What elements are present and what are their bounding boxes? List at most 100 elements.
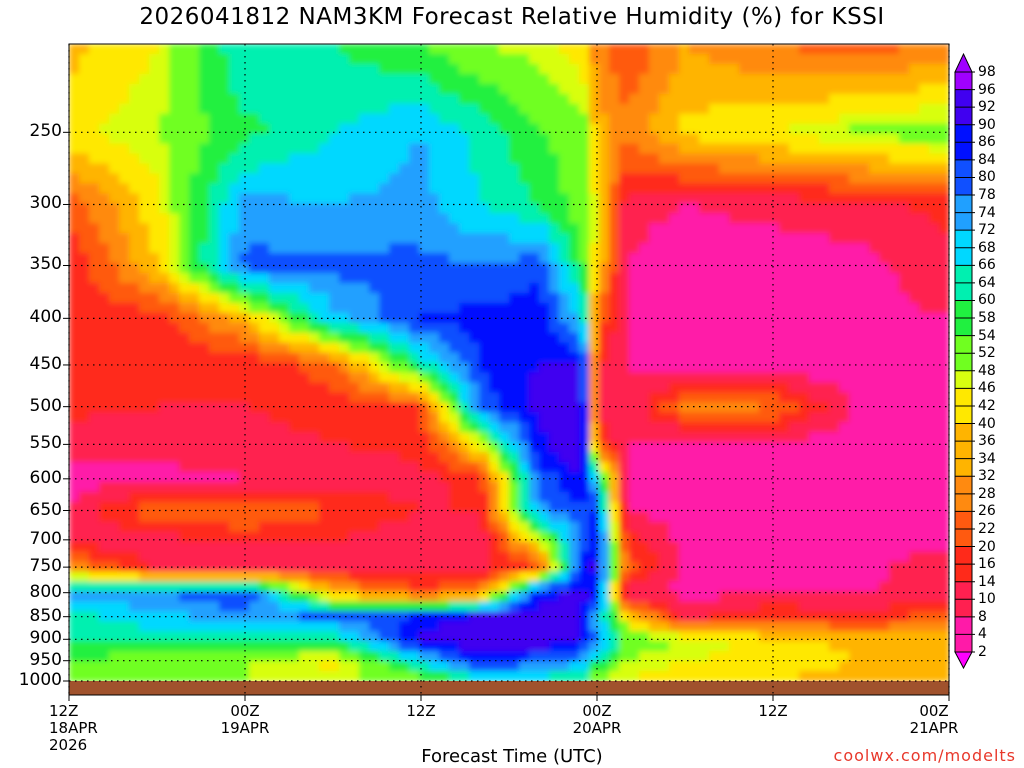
rh-cell: [389, 392, 400, 403]
rh-cell: [479, 551, 490, 563]
rh-cell: [209, 541, 220, 553]
rh-cell: [939, 402, 949, 413]
rh-cell: [439, 462, 450, 473]
rh-cell: [639, 591, 650, 602]
rh-cell: [729, 73, 740, 85]
rh-cell: [319, 462, 330, 473]
rh-cell: [429, 292, 440, 304]
rh-cell: [319, 103, 330, 115]
rh-cell: [839, 511, 850, 523]
rh-cell: [369, 412, 380, 423]
rh-cell: [129, 392, 140, 403]
rh-cell: [479, 471, 490, 483]
rh-cell: [919, 243, 930, 254]
rh-cell: [369, 491, 380, 503]
rh-cell: [609, 342, 620, 354]
rh-cell: [579, 143, 590, 155]
rh-cell: [279, 561, 290, 573]
rh-cell: [829, 342, 840, 354]
rh-cell: [649, 123, 660, 135]
rh-cell: [169, 342, 180, 354]
rh-cell: [819, 123, 830, 135]
rh-cell: [489, 312, 500, 324]
rh-cell: [569, 233, 580, 244]
rh-cell: [819, 73, 830, 85]
rh-cell: [269, 601, 280, 612]
rh-cell: [329, 282, 340, 294]
rh-cell: [809, 63, 820, 75]
rh-cell: [899, 163, 910, 174]
rh-cell: [469, 392, 480, 403]
rh-cell: [769, 352, 780, 364]
rh-cell: [749, 322, 760, 334]
rh-cell: [859, 322, 870, 334]
rh-cell: [749, 422, 760, 433]
rh-cell: [549, 183, 560, 194]
rh-cell: [709, 322, 720, 334]
rh-cell: [509, 253, 520, 264]
rh-cell: [489, 193, 500, 204]
rh-cell: [599, 601, 610, 612]
rh-cell: [319, 332, 330, 344]
rh-cell: [169, 471, 180, 483]
rh-cell: [919, 292, 930, 304]
rh-cell: [699, 402, 710, 413]
rh-cell: [739, 491, 750, 503]
rh-cell: [709, 591, 720, 602]
rh-cell: [739, 44, 750, 55]
rh-cell: [219, 462, 230, 473]
rh-cell: [449, 193, 460, 204]
rh-cell: [509, 531, 520, 543]
rh-cell: [789, 392, 800, 403]
rh-cell: [629, 362, 640, 374]
rh-cell: [99, 581, 110, 593]
rh-cell: [799, 203, 810, 214]
rh-cell: [919, 153, 930, 165]
rh-cell: [149, 412, 160, 423]
rh-cell: [309, 302, 320, 314]
rh-cell: [109, 481, 120, 493]
rh-cell: [569, 153, 580, 165]
rh-cell: [489, 183, 500, 194]
rh-cell: [539, 262, 550, 274]
rh-cell: [109, 541, 120, 553]
rh-cell: [689, 282, 700, 294]
rh-cell: [579, 462, 590, 473]
rh-cell: [189, 581, 200, 593]
rh-cell: [689, 442, 700, 453]
rh-cell: [719, 511, 730, 523]
rh-cell: [899, 571, 910, 583]
rh-cell: [859, 362, 870, 374]
rh-cell: [389, 223, 400, 234]
rh-cell: [269, 511, 280, 523]
rh-cell: [219, 511, 230, 523]
rh-cell: [919, 322, 930, 334]
rh-cell: [659, 551, 670, 563]
rh-cell: [279, 551, 290, 563]
rh-cell: [839, 163, 850, 174]
rh-cell: [529, 392, 540, 403]
rh-cell: [609, 551, 620, 563]
rh-cell: [489, 511, 500, 523]
rh-cell: [89, 123, 100, 135]
rh-cell: [809, 591, 820, 602]
rh-cell: [279, 312, 290, 324]
rh-cell: [129, 422, 140, 433]
rh-cell: [469, 442, 480, 453]
rh-cell: [359, 332, 370, 344]
rh-cell: [399, 551, 410, 563]
rh-cell: [269, 342, 280, 354]
rh-cell: [139, 213, 150, 224]
rh-cell: [469, 243, 480, 254]
rh-cell: [289, 113, 300, 125]
rh-cell: [239, 44, 250, 55]
rh-cell: [489, 203, 500, 214]
rh-cell: [749, 133, 760, 145]
rh-cell: [539, 223, 550, 234]
rh-cell: [689, 203, 700, 214]
rh-cell: [819, 521, 830, 533]
rh-cell: [299, 322, 310, 334]
rh-cell: [619, 571, 630, 583]
rh-cell: [239, 432, 250, 443]
rh-cell: [629, 382, 640, 393]
